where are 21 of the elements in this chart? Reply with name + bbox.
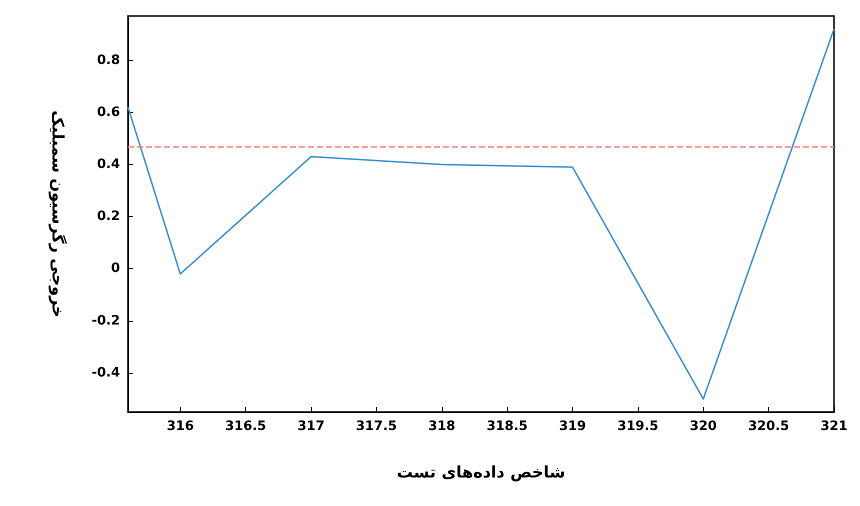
line-series [127,28,835,400]
x-tick-label: 319 [558,419,586,434]
x-tick-label: 320.5 [748,419,790,434]
x-tick-label: 316.5 [225,419,266,434]
y-tick-label: 0.8 [96,52,120,68]
x-tick-label: 317 [297,419,325,434]
y-axis-title: خروجی رگرسیون سمبلیک [48,110,68,318]
x-tick-label: 320 [690,419,717,434]
x-tick-label: 317.5 [356,419,397,434]
x-tick-label: 316 [166,419,194,434]
y-tick-label: 0 [110,261,120,276]
x-tick-label: 318 [428,419,456,434]
x-tick-label: 318.5 [486,419,528,434]
x-tick-label: 319.5 [617,419,658,434]
x-axis-title: شاخص داده‌های تست [396,462,566,482]
y-tick-label: 0.4 [96,157,120,172]
y-tick-label: 0.6 [96,104,120,120]
y-tick-label: 0.2 [96,209,120,224]
x-tick-label: 321 [820,419,848,434]
y-tick-label: -0.2 [92,313,120,328]
y-tick-label: -0.4 [92,365,120,380]
